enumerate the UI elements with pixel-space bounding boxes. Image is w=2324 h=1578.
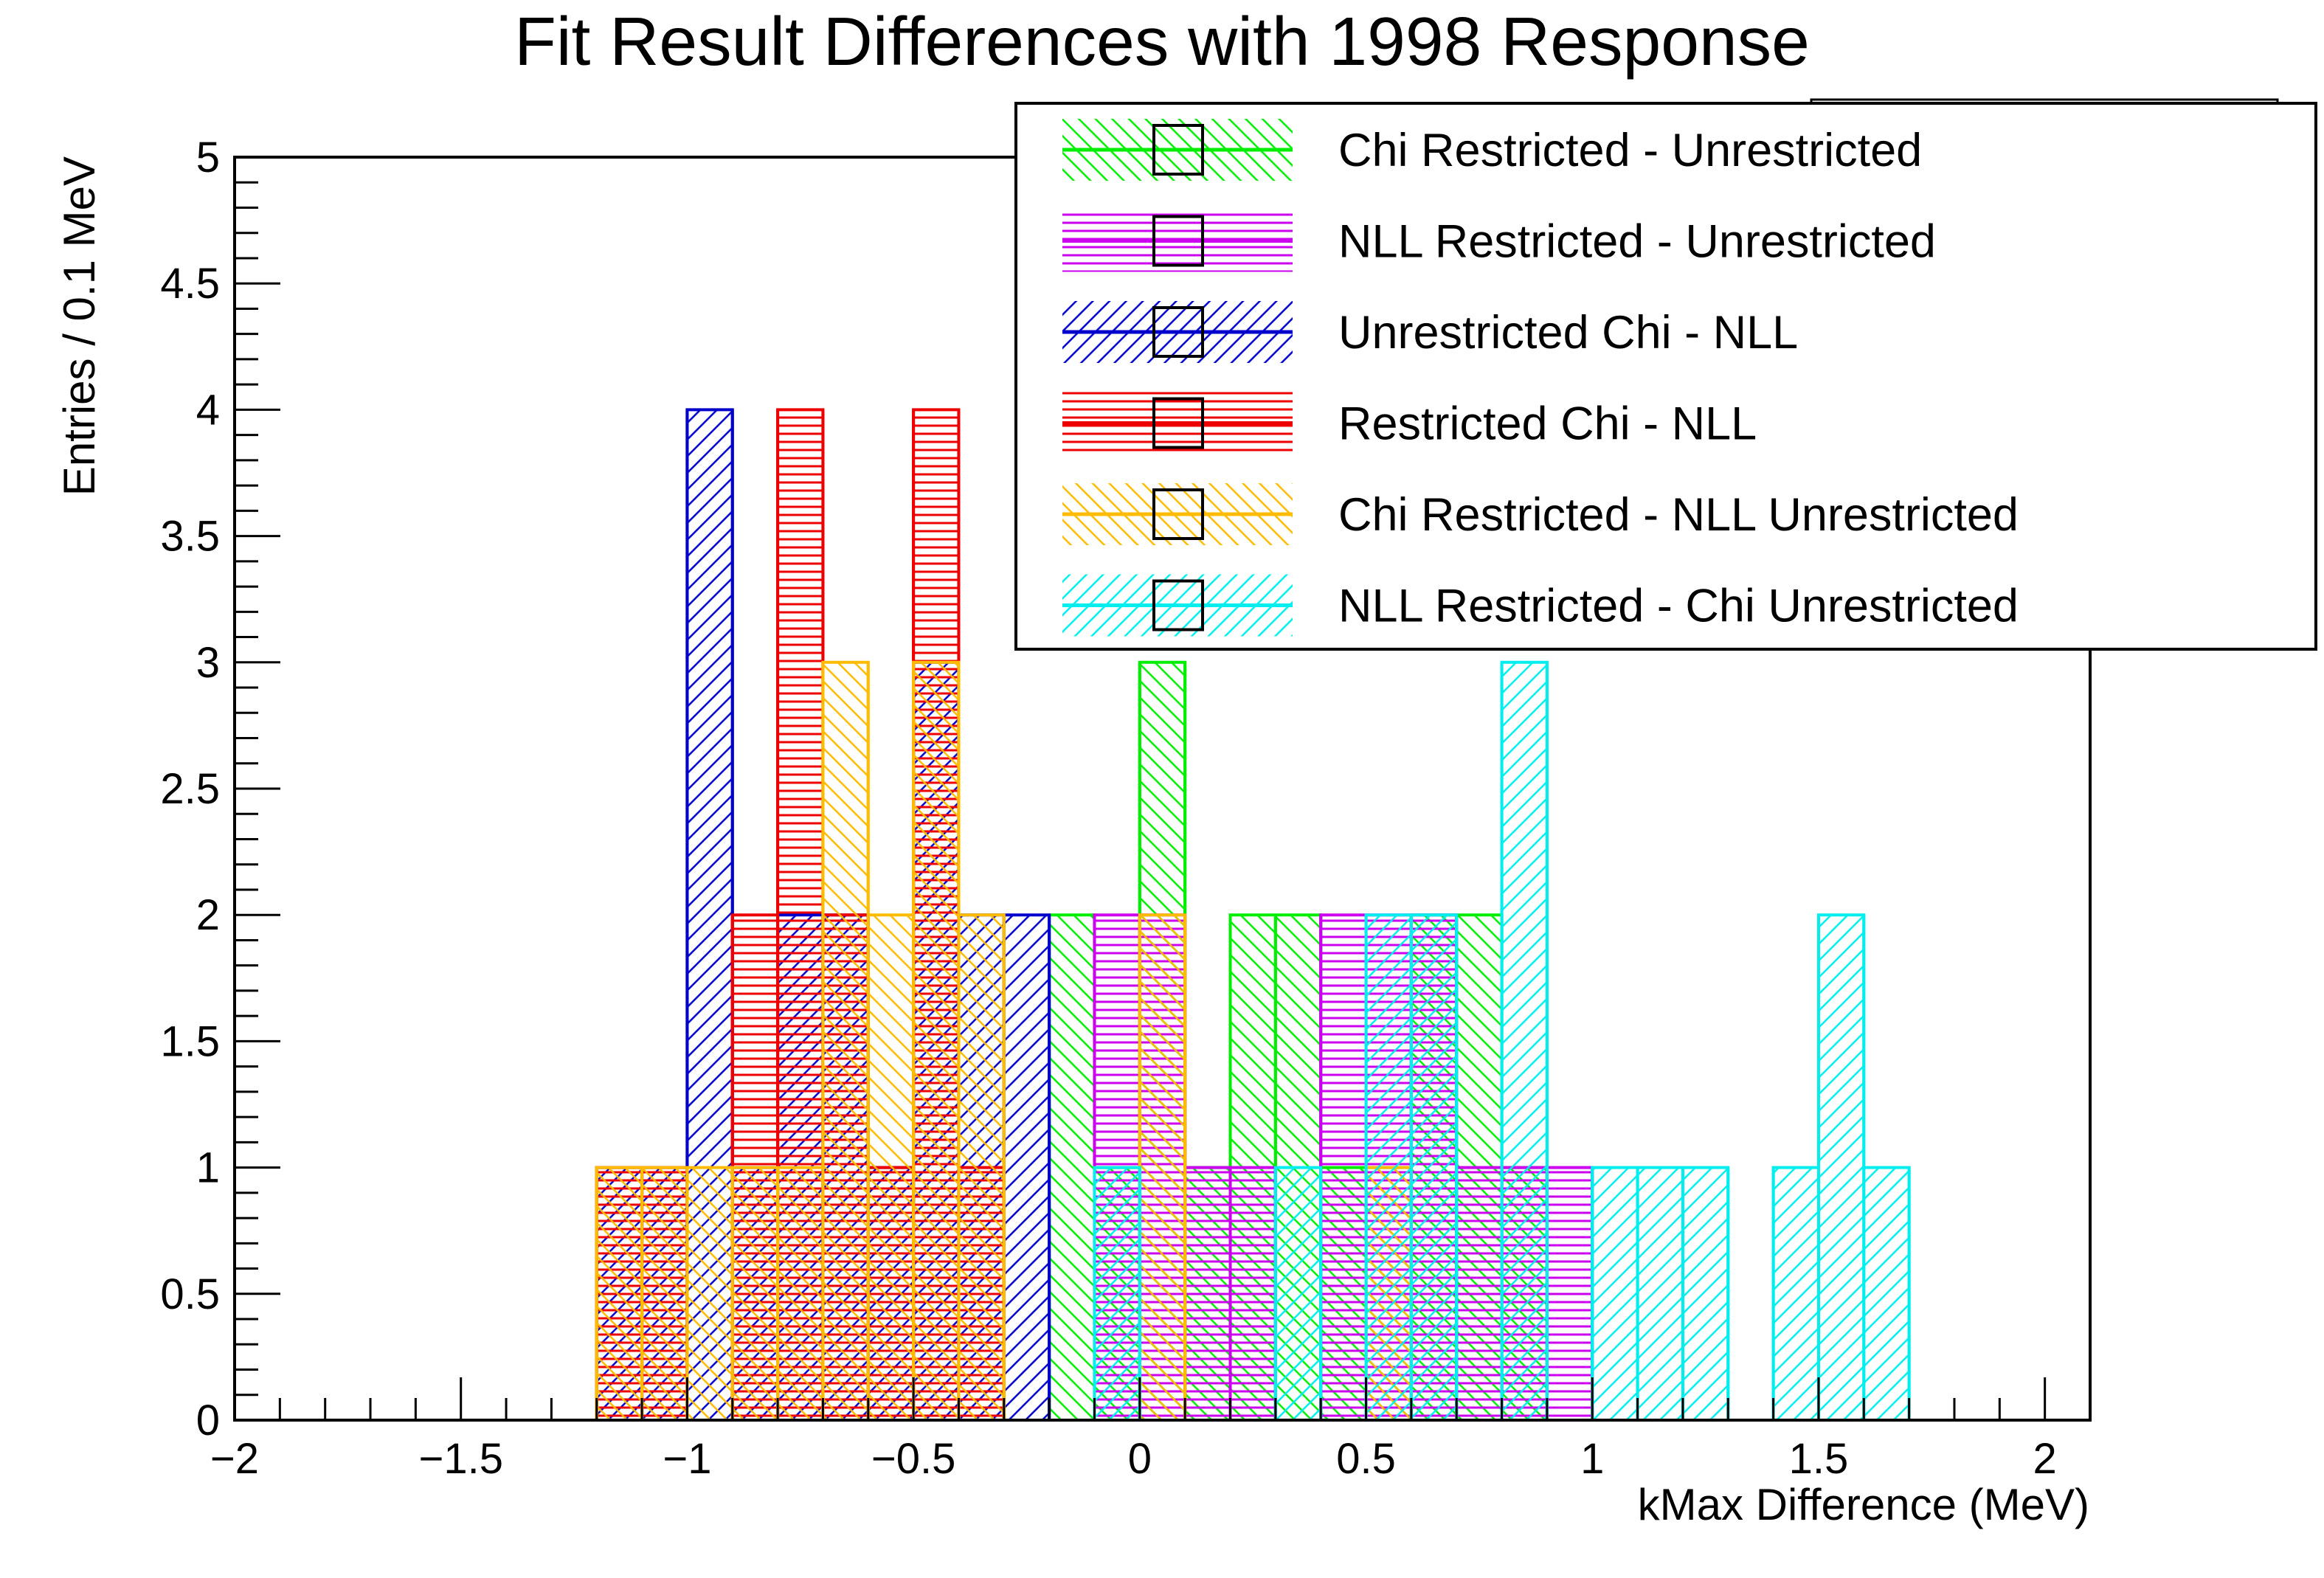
bar [1864, 1167, 1909, 1420]
axes: −2 −1.5 −1 −0.5 0 0.5 1 1.5 2 0 0.5 1 1.5 2 2.5 3 3.5 4 4.… [160, 134, 2092, 1483]
bar [1049, 915, 1095, 1420]
x-tick-label: −0.5 [871, 1435, 956, 1483]
bar [1230, 1167, 1276, 1420]
x-tick-label: −2 [210, 1435, 259, 1483]
bar [1818, 915, 1864, 1420]
y-tick-label: 0 [196, 1397, 220, 1444]
legend-label: Restricted Chi - NLL [1338, 398, 1757, 450]
bar [1637, 1167, 1683, 1420]
y-tick-label: 2 [196, 891, 220, 939]
legend-entry: Unrestricted Chi - NLL [1062, 301, 1798, 363]
chart-title: Fit Result Differences with 1998 Respons… [514, 3, 1810, 80]
bar [778, 1167, 823, 1420]
legend-entry: Restricted Chi - NLL [1062, 392, 1757, 454]
bar [687, 1167, 733, 1420]
bar [1501, 662, 1547, 1420]
legend-entry: Chi Restricted - Unrestricted [1062, 119, 1922, 181]
bar [1094, 1167, 1140, 1420]
y-tick-label: 1 [196, 1144, 220, 1192]
legend-label: Chi Restricted - Unrestricted [1338, 125, 1922, 176]
x-tick-label: 1.5 [1789, 1435, 1849, 1483]
bar [1366, 915, 1411, 1420]
bar [1682, 1167, 1729, 1420]
y-tick-label: 3 [196, 639, 220, 687]
legend: Chi Restricted - Unrestricted NLL Restric… [1014, 102, 2317, 651]
y-tick-label: 0.5 [160, 1270, 220, 1318]
y-tick-label: 3.5 [160, 513, 220, 561]
bar [642, 1167, 688, 1420]
bar [1275, 1167, 1321, 1420]
x-axis-label: kMax Difference (MeV) [1638, 1480, 2089, 1529]
y-tick-label: 5 [196, 134, 220, 181]
series-bars [235, 408, 2090, 1422]
y-tick-label: 4.5 [160, 260, 220, 308]
bar [868, 915, 914, 1420]
legend-label: Unrestricted Chi - NLL [1338, 307, 1798, 359]
bar [913, 662, 959, 1420]
x-tick-label: −1.5 [418, 1435, 503, 1483]
bar [1321, 915, 1366, 1420]
bar [1592, 1167, 1638, 1420]
x-tick-label: 1 [1580, 1435, 1604, 1483]
legend-entry: Chi Restricted - NLL Unrestricted [1062, 483, 2019, 545]
bar [596, 1167, 643, 1420]
bar [823, 662, 868, 1420]
x-tick-label: −1 [663, 1435, 711, 1483]
x-tick-label: 2 [2033, 1435, 2057, 1483]
legend-label: NLL Restricted - Chi Unrestricted [1338, 581, 2019, 632]
bar [1185, 1167, 1231, 1420]
y-axis-label: Entries / 0.1 MeV [55, 156, 104, 496]
bar [1773, 1167, 1819, 1420]
bar [1003, 915, 1050, 1420]
y-tick-label: 1.5 [160, 1017, 220, 1065]
legend-entry: NLL Restricted - Chi Unrestricted [1062, 574, 2019, 637]
bar [1456, 1167, 1502, 1420]
bar [958, 915, 1004, 1420]
bar [1546, 1167, 1593, 1420]
y-tick-label: 4 [196, 386, 220, 434]
y-tick-label: 2.5 [160, 765, 220, 813]
x-tick-label: 0.5 [1336, 1435, 1396, 1483]
bar [732, 1167, 778, 1420]
legend-label: NLL Restricted - Unrestricted [1338, 216, 1936, 268]
x-tick-label: 0 [1128, 1435, 1152, 1483]
series-nll-restricted-chi-unrestricted [235, 660, 2090, 1422]
legend-label: Chi Restricted - NLL Unrestricted [1338, 489, 2019, 541]
legend-box [1014, 102, 2317, 651]
bar [1139, 915, 1186, 1420]
legend-entry: NLL Restricted - Unrestricted [1062, 210, 1936, 272]
bar [1411, 915, 1457, 1420]
